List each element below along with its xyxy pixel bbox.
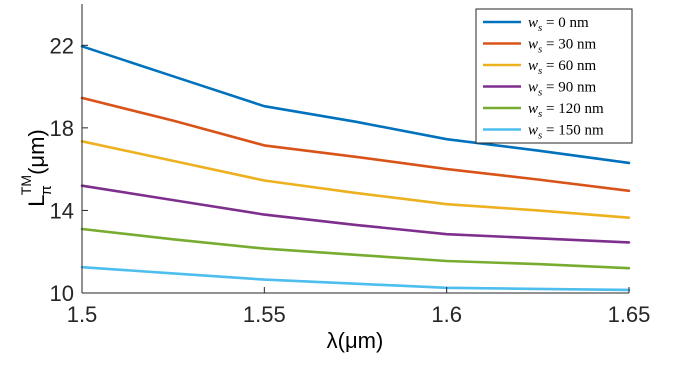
y-axis-label-subscript: π — [38, 185, 55, 195]
y-axis-label-unit: (μm) — [24, 129, 49, 175]
x-tick-label: 1.5 — [67, 302, 98, 327]
y-tick-label: 14 — [50, 198, 74, 223]
legend-label-2: ws = 60 nm — [528, 58, 597, 77]
legend-box — [475, 8, 633, 144]
axes-layer — [81, 4, 629, 294]
ticks-layer: 1.5 1.55 1.6 1.65 10 14 18 22 — [50, 33, 651, 327]
series-line-5 — [80, 265, 631, 292]
legend-label-3: ws = 90 nm — [528, 80, 597, 99]
series-layer — [80, 44, 631, 292]
x-tick-label: 1.55 — [243, 302, 286, 327]
svg-text:LπTM(μm): Lπ TM(μm) — [18, 129, 55, 206]
legend-label-5: ws = 150 nm — [528, 123, 604, 142]
y-axis-label-base: L — [24, 194, 49, 206]
x-axis-title: λ(μm) — [327, 328, 384, 353]
x-axis-label: λ(μm) — [327, 328, 384, 353]
series-line-4 — [80, 227, 631, 270]
legend-label-1: ws = 30 nm — [528, 37, 597, 56]
legend: ws = 0 nm ws = 30 nm ws = 60 nm ws = 90 nm w… — [475, 8, 633, 144]
legend-label-0: ws = 0 nm — [528, 15, 589, 34]
series-line-1 — [80, 96, 631, 193]
series-line-3 — [80, 184, 631, 244]
x-tick-label: 1.65 — [608, 302, 651, 327]
series-line-2 — [80, 140, 631, 219]
legend-label-4: ws = 120 nm — [528, 101, 604, 120]
y-tick-label: 22 — [50, 33, 74, 58]
y-tick-label: 18 — [50, 116, 74, 141]
y-axis-label-superscript: TM — [18, 175, 34, 195]
y-tick-label: 10 — [50, 281, 74, 306]
series-line-0 — [80, 44, 631, 165]
y-axis-title: Lπ TM(μm) — [18, 129, 55, 206]
x-tick-label: 1.6 — [431, 302, 462, 327]
